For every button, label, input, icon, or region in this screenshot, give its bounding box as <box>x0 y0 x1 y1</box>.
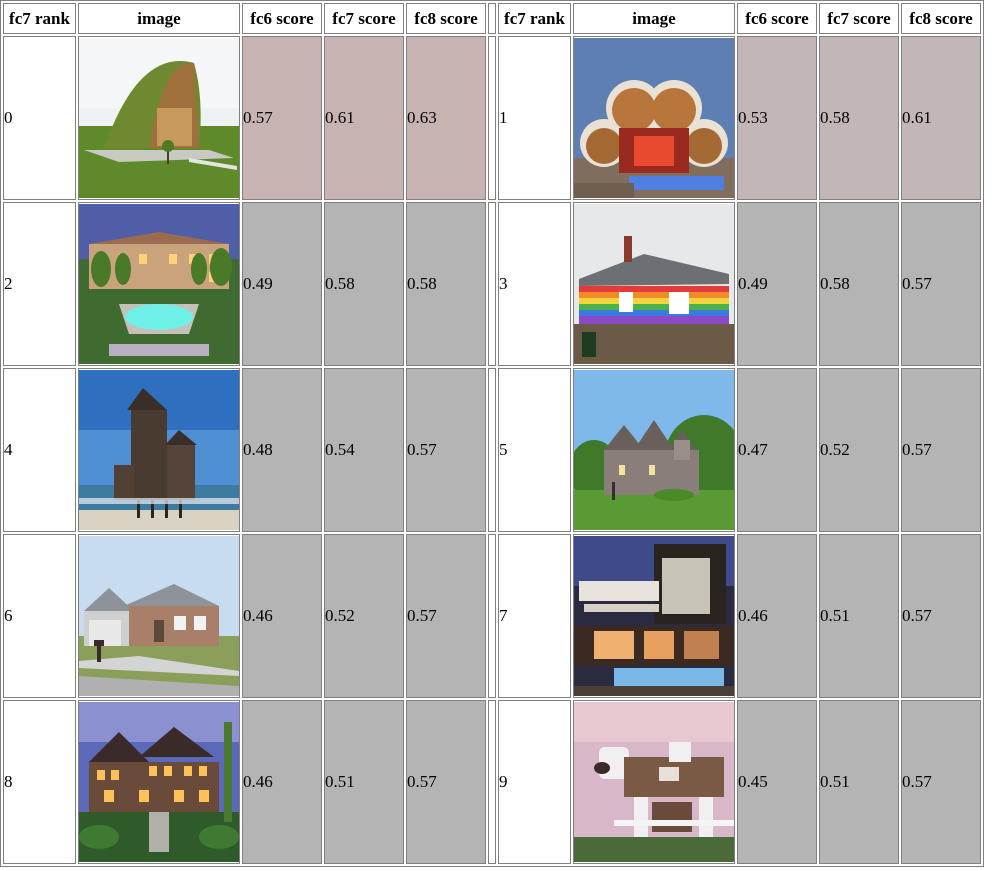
header-fc7-rank-right: fc7 rank <box>498 3 571 34</box>
fc6-score-cell: 0.57 <box>242 36 322 200</box>
table-row: 6 0.46 0.52 0.57 7 <box>3 534 981 698</box>
table-row: 8 0.46 <box>3 700 981 864</box>
fc7-score-cell: 0.58 <box>819 36 899 200</box>
header-fc7-score: fc7 score <box>324 3 404 34</box>
fc7-score-cell: 0.58 <box>324 202 404 366</box>
rainbow-striped-house-image <box>574 204 734 364</box>
image-cell <box>573 368 735 532</box>
table-row: 2 0.49 <box>3 202 981 366</box>
green-roof-arched-house-image <box>79 38 239 198</box>
fc8-score-cell: 0.57 <box>901 534 981 698</box>
rank-cell: 0 <box>3 36 76 200</box>
fc6-score-cell: 0.45 <box>737 700 817 864</box>
rank-cell: 4 <box>3 368 76 532</box>
fc6-score-cell: 0.47 <box>737 368 817 532</box>
table-row: 0 0.57 0.61 0.63 1 <box>3 36 981 200</box>
header-fc8-score: fc8 score <box>406 3 486 34</box>
header-fc6-score-right: fc6 score <box>737 3 817 34</box>
column-separator <box>488 3 496 34</box>
image-cell <box>78 534 240 698</box>
column-separator <box>488 36 496 200</box>
rank-cell: 5 <box>498 368 571 532</box>
lit-timber-mansion-image <box>79 702 239 862</box>
cloud-shaped-house-with-pool-image <box>574 38 734 198</box>
fc6-score-cell: 0.46 <box>242 700 322 864</box>
rank-cell: 2 <box>3 202 76 366</box>
rank-cell: 1 <box>498 36 571 200</box>
column-separator <box>488 534 496 698</box>
fc6-score-cell: 0.49 <box>737 202 817 366</box>
header-image: image <box>78 3 240 34</box>
modern-house-with-pool-image <box>574 536 734 696</box>
fc8-score-cell: 0.58 <box>406 202 486 366</box>
column-separator <box>488 368 496 532</box>
mansion-with-pool-at-dusk-image <box>79 204 239 364</box>
fc8-score-cell: 0.57 <box>406 700 486 864</box>
header-fc7-score-right: fc7 score <box>819 3 899 34</box>
rank-cell: 6 <box>3 534 76 698</box>
fc8-score-cell: 0.63 <box>406 36 486 200</box>
table-row: 4 0.48 0.54 0.57 5 <box>3 368 981 532</box>
image-cell <box>78 368 240 532</box>
image-cell <box>573 36 735 200</box>
fc6-score-cell: 0.46 <box>737 534 817 698</box>
fc7-score-cell: 0.51 <box>819 700 899 864</box>
fc7-score-cell: 0.51 <box>324 700 404 864</box>
suburban-brick-house-image <box>79 536 239 696</box>
header-image-right: image <box>573 3 735 34</box>
fc6-score-cell: 0.53 <box>737 36 817 200</box>
image-cell <box>573 700 735 864</box>
stone-castle-house-image <box>574 370 734 530</box>
rank-cell: 3 <box>498 202 571 366</box>
fc8-score-cell: 0.57 <box>901 368 981 532</box>
header-fc7-rank: fc7 rank <box>3 3 76 34</box>
header-row: fc7 rank image fc6 score fc7 score fc8 s… <box>3 3 981 34</box>
header-fc6-score: fc6 score <box>242 3 322 34</box>
image-cell <box>78 202 240 366</box>
dog-shaped-house-image <box>574 702 734 862</box>
rank-cell: 7 <box>498 534 571 698</box>
column-separator <box>488 700 496 864</box>
column-separator <box>488 202 496 366</box>
fc8-score-cell: 0.57 <box>901 202 981 366</box>
fc7-score-cell: 0.54 <box>324 368 404 532</box>
fc8-score-cell: 0.61 <box>901 36 981 200</box>
fc7-score-cell: 0.61 <box>324 36 404 200</box>
fc8-score-cell: 0.57 <box>406 368 486 532</box>
fc6-score-cell: 0.46 <box>242 534 322 698</box>
fc7-score-cell: 0.52 <box>324 534 404 698</box>
beach-house-on-stilts-image <box>79 370 239 530</box>
fc8-score-cell: 0.57 <box>901 700 981 864</box>
fc7-score-cell: 0.58 <box>819 202 899 366</box>
fc6-score-cell: 0.49 <box>242 202 322 366</box>
fc7-score-cell: 0.51 <box>819 534 899 698</box>
header-fc8-score-right: fc8 score <box>901 3 981 34</box>
rank-cell: 8 <box>3 700 76 864</box>
fc6-score-cell: 0.48 <box>242 368 322 532</box>
image-cell <box>78 36 240 200</box>
image-cell <box>573 534 735 698</box>
image-cell <box>573 202 735 366</box>
fc7-score-cell: 0.52 <box>819 368 899 532</box>
image-cell <box>78 700 240 864</box>
fc8-score-cell: 0.57 <box>406 534 486 698</box>
rank-cell: 9 <box>498 700 571 864</box>
